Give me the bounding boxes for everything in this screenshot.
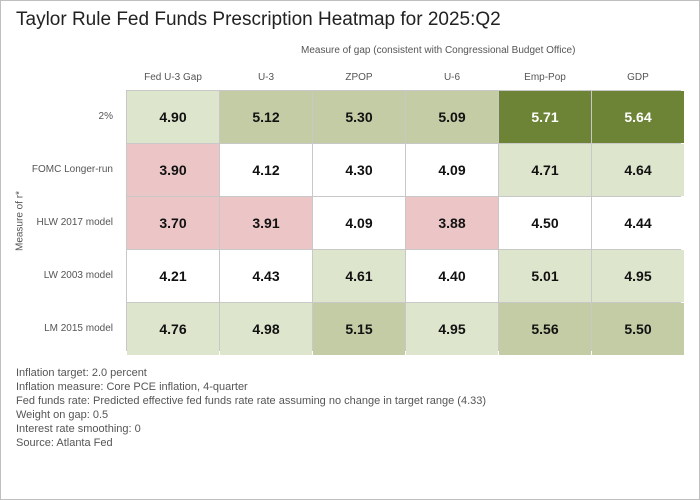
column-label-zpop: ZPOP xyxy=(345,72,373,83)
heatmap-cell-lw-2003-model-emp-pop: 5.01 xyxy=(499,250,591,302)
heatmap-cell-lw-2003-model-u-6: 4.40 xyxy=(406,250,498,302)
heatmap-cell-hlw-2017-model-gdp: 4.44 xyxy=(592,197,684,249)
heatmap-cell-2-zpop: 5.30 xyxy=(313,91,405,143)
heatmap-cell-fomc-longer-run-gdp: 4.64 xyxy=(592,144,684,196)
row-label-lw-2003-model: LW 2003 model xyxy=(43,270,113,281)
column-label-u-6: U-6 xyxy=(443,72,461,83)
heatmap-cell-lw-2003-model-fed-u-3-gap: 4.21 xyxy=(127,250,219,302)
heatmap-cell-2-gdp: 5.64 xyxy=(592,91,684,143)
column-label-u-3: U-3 xyxy=(257,72,275,83)
column-label-gdp: GDP xyxy=(627,72,649,83)
heatmap-cell-2-emp-pop: 5.71 xyxy=(499,91,591,143)
note-rate-smoothing: Interest rate smoothing: 0 xyxy=(16,423,141,435)
note-inflation-measure: Inflation measure: Core PCE inflation, 4… xyxy=(16,381,248,393)
gap-axis-title: Measure of gap (consistent with Congress… xyxy=(301,45,576,56)
heatmap-cell-fomc-longer-run-zpop: 4.30 xyxy=(313,144,405,196)
heatmap-cell-lw-2003-model-u-3: 4.43 xyxy=(220,250,312,302)
heatmap-cell-lw-2003-model-zpop: 4.61 xyxy=(313,250,405,302)
row-label-2: 2% xyxy=(98,111,113,122)
heatmap-cell-2-u-6: 5.09 xyxy=(406,91,498,143)
heatmap-cell-fomc-longer-run-u-6: 4.09 xyxy=(406,144,498,196)
heatmap-cell-fomc-longer-run-u-3: 4.12 xyxy=(220,144,312,196)
heatmap-cell-hlw-2017-model-zpop: 4.09 xyxy=(313,197,405,249)
heatmap-cell-fomc-longer-run-emp-pop: 4.71 xyxy=(499,144,591,196)
heatmap-cell-lm-2015-model-fed-u-3-gap: 4.76 xyxy=(127,303,219,355)
heatmap-cell-lm-2015-model-emp-pop: 5.56 xyxy=(499,303,591,355)
heatmap-cell-hlw-2017-model-fed-u-3-gap: 3.70 xyxy=(127,197,219,249)
heatmap-cell-lm-2015-model-gdp: 5.50 xyxy=(592,303,684,355)
note-source: Source: Atlanta Fed xyxy=(16,437,113,449)
heatmap-cell-lw-2003-model-gdp: 4.95 xyxy=(592,250,684,302)
heatmap-cell-2-fed-u-3-gap: 4.90 xyxy=(127,91,219,143)
heatmap-cell-hlw-2017-model-emp-pop: 4.50 xyxy=(499,197,591,249)
heatmap-cell-lm-2015-model-u-6: 4.95 xyxy=(406,303,498,355)
heatmap-cell-hlw-2017-model-u-3: 3.91 xyxy=(220,197,312,249)
note-inflation-target: Inflation target: 2.0 percent xyxy=(16,367,147,379)
chart-title: Taylor Rule Fed Funds Prescription Heatm… xyxy=(16,9,501,30)
row-label-lm-2015-model: LM 2015 model xyxy=(44,323,113,334)
note-weight-on-gap: Weight on gap: 0.5 xyxy=(16,409,109,421)
heatmap-cell-lm-2015-model-zpop: 5.15 xyxy=(313,303,405,355)
heatmap-cell-fomc-longer-run-fed-u-3-gap: 3.90 xyxy=(127,144,219,196)
rstar-axis-title: Measure of r* xyxy=(14,190,26,252)
column-label-fed-u-3-gap: Fed U-3 Gap xyxy=(144,72,202,83)
heatmap-grid: 4.90 5.12 5.30 5.09 5.71 5.64 3.90 4.12 4.30 4.09… xyxy=(126,90,684,355)
chart-notes: Inflation target: 2.0 percent Inflation … xyxy=(16,366,486,450)
row-label-hlw-2017-model: HLW 2017 model xyxy=(36,217,113,228)
heatmap-cell-hlw-2017-model-u-6: 3.88 xyxy=(406,197,498,249)
note-fed-funds-rate: Fed funds rate: Predicted effective fed … xyxy=(16,395,487,407)
column-label-emp-pop: Emp-Pop xyxy=(524,72,566,83)
heatmap-cell-2-u-3: 5.12 xyxy=(220,91,312,143)
row-label-fomc-longer-run: FOMC Longer-run xyxy=(31,164,113,175)
heatmap-cell-lm-2015-model-u-3: 4.98 xyxy=(220,303,312,355)
